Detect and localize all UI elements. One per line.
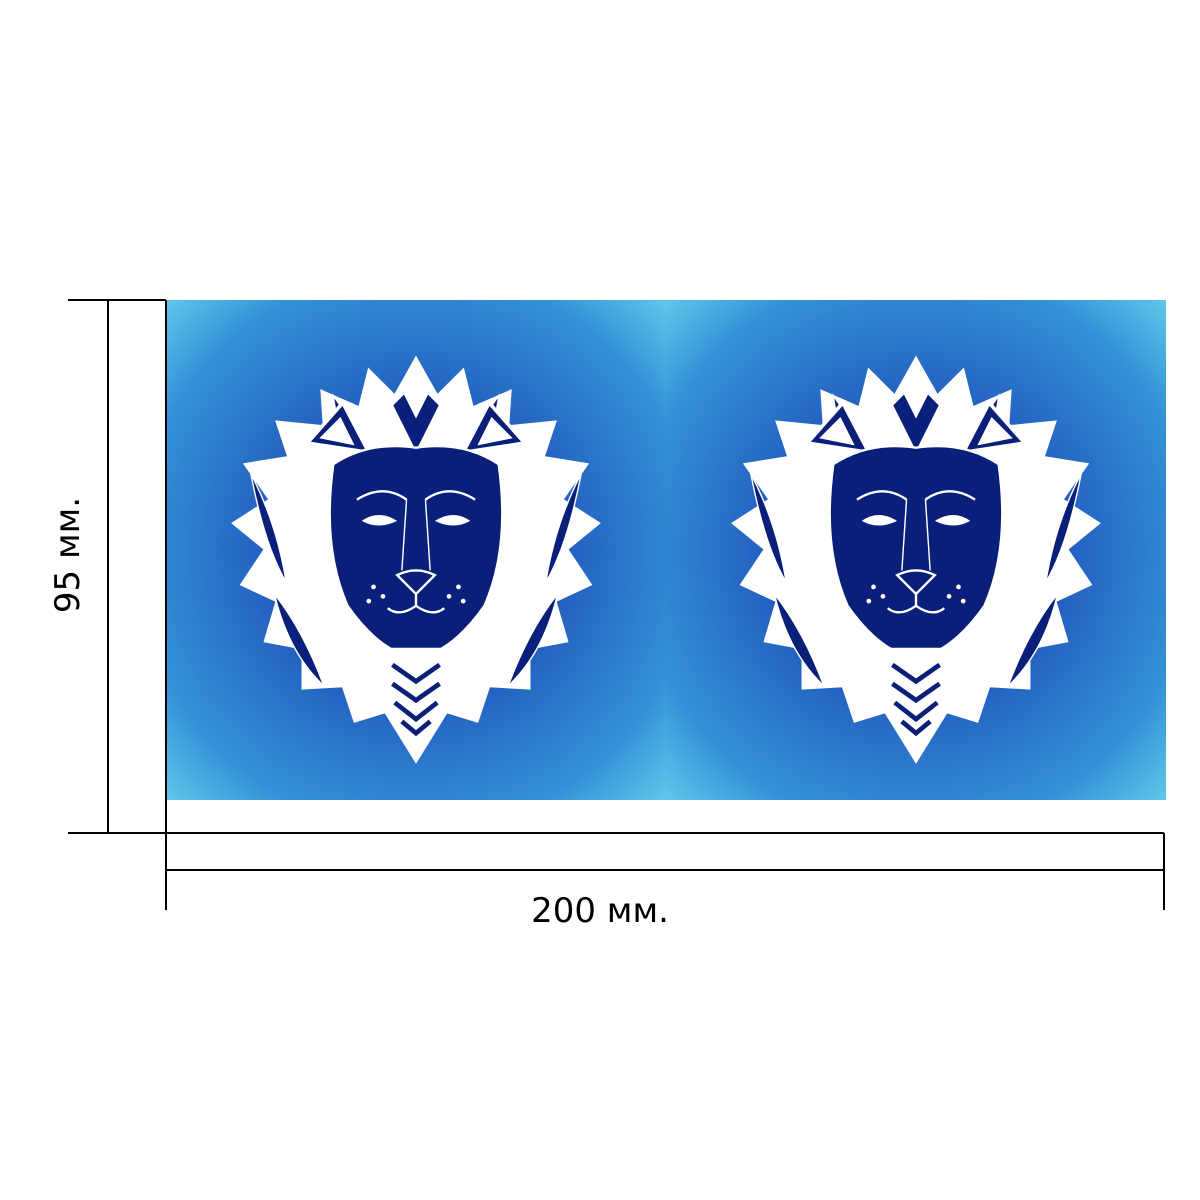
print-panel-left xyxy=(166,300,666,800)
width-dimension-lines xyxy=(165,832,1165,910)
print-area xyxy=(166,300,1166,800)
print-panel-right xyxy=(666,300,1166,800)
width-dimension-label: 200 мм. xyxy=(531,891,669,931)
height-dimension-label: 95 мм. xyxy=(48,496,88,614)
height-dimension-lines xyxy=(68,299,167,834)
